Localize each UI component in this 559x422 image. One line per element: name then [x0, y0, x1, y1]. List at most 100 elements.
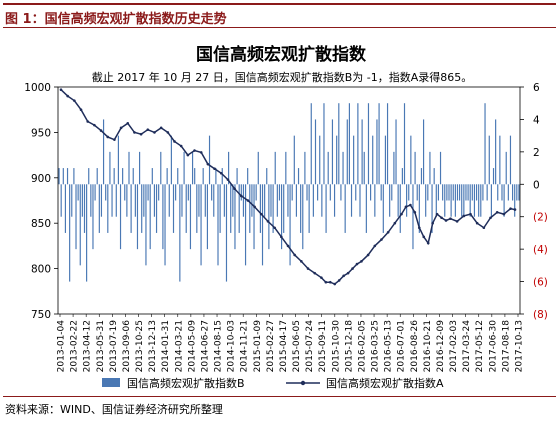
line-a-point — [86, 120, 90, 123]
bar-b — [268, 184, 270, 250]
bar-b — [126, 184, 128, 217]
line-a-point — [59, 88, 63, 92]
line-a-point — [418, 226, 421, 230]
line-a-point — [99, 129, 103, 132]
x-tick-label: 2014-06-27 — [200, 320, 210, 372]
bar-b — [206, 184, 208, 250]
bar-b — [321, 184, 323, 217]
bar-b — [128, 151, 130, 185]
bar-b — [312, 184, 314, 217]
bar-b — [442, 184, 444, 201]
bar-b — [155, 184, 158, 233]
x-tick-label: 2016-07-01 — [397, 320, 407, 372]
x-tick-label: 2015-07-24 — [305, 320, 315, 373]
bar-b — [196, 184, 198, 233]
bar-b — [329, 184, 331, 201]
x-tick-label: 2014-03-21 — [174, 320, 184, 372]
bar-b — [202, 168, 204, 185]
x-tick-label: 2015-06-05 — [292, 320, 302, 372]
x-tick-label: 2014-01-31 — [161, 320, 171, 372]
bar-b — [234, 184, 236, 250]
bar-b — [204, 184, 206, 217]
line-a-point — [113, 138, 116, 141]
bar-b — [499, 135, 501, 185]
line-a-point — [139, 132, 143, 136]
bar-b — [119, 184, 122, 250]
bar-b — [331, 119, 334, 185]
bar-b — [291, 184, 293, 201]
bar-b — [344, 184, 346, 233]
bar-b — [465, 184, 467, 201]
bar-b — [139, 151, 141, 185]
bar-b — [145, 184, 147, 266]
bar-b — [420, 168, 423, 185]
bar-b — [431, 184, 433, 233]
bar-b — [467, 184, 469, 201]
line-a-point — [126, 122, 130, 125]
x-tick-label: 2014-05-09 — [187, 320, 197, 373]
line-a-point — [213, 167, 216, 171]
bar-b — [304, 151, 306, 185]
bar-b — [452, 184, 454, 201]
bar-b — [469, 184, 471, 217]
x-tick-label: 2017-10-13 — [515, 320, 525, 372]
bar-b — [223, 184, 225, 217]
line-a-point — [159, 126, 163, 130]
bar-b — [134, 184, 136, 217]
line-a-point — [426, 241, 430, 245]
bar-b — [281, 184, 283, 250]
left-tick-label: 950 — [31, 127, 51, 139]
bar-b — [100, 184, 103, 217]
bar-b — [170, 135, 172, 185]
x-tick-label: 2016-08-26 — [410, 320, 420, 373]
right-tick-label: (4) — [533, 244, 548, 256]
bar-b — [310, 103, 312, 185]
bar-b — [433, 168, 435, 185]
x-tick-label: 2017-06-30 — [488, 320, 498, 373]
line-a-point — [413, 211, 417, 214]
bar-b — [117, 135, 119, 185]
bar-b — [414, 151, 416, 185]
bar-b — [350, 184, 353, 217]
line-a-point — [513, 208, 517, 211]
bar-b — [168, 184, 170, 217]
x-tick-label: 2015-04-17 — [279, 320, 289, 372]
bar-b — [327, 151, 329, 185]
x-tick-label: 2017-08-18 — [501, 320, 511, 373]
bar-b — [435, 184, 437, 217]
line-a-point — [233, 187, 236, 190]
line-a-point — [482, 226, 486, 230]
bar-b — [393, 151, 395, 185]
bar-b — [122, 168, 124, 185]
bar-b — [384, 135, 387, 185]
bar-b — [221, 168, 223, 185]
line-a-point — [106, 135, 110, 139]
line-a-point — [386, 230, 390, 234]
bar-b — [96, 168, 98, 185]
bar-b — [317, 184, 319, 201]
bar-b — [124, 184, 126, 201]
bar-b — [454, 184, 456, 217]
bar-b — [58, 168, 60, 185]
bar-b — [353, 135, 355, 185]
x-tick-label: 2013-02-22 — [70, 320, 80, 372]
bar-b — [367, 103, 370, 185]
bar-b — [416, 184, 418, 201]
bar-b — [418, 184, 420, 233]
bar-b — [374, 184, 376, 217]
x-tick-label: 2015-10-30 — [331, 320, 341, 373]
bar-b — [283, 184, 285, 233]
left-tick-label: 850 — [31, 218, 51, 230]
bar-b — [412, 184, 414, 250]
bar-b — [151, 168, 153, 185]
bar-b — [238, 184, 240, 233]
bar-b — [439, 151, 442, 185]
line-a-point — [119, 126, 123, 130]
bar-b — [516, 184, 518, 201]
bar-b — [162, 184, 164, 250]
bar-b — [300, 184, 302, 233]
line-a-point — [475, 221, 479, 225]
bar-b — [232, 184, 234, 217]
bar-b — [342, 151, 344, 185]
bar-b — [285, 151, 287, 185]
